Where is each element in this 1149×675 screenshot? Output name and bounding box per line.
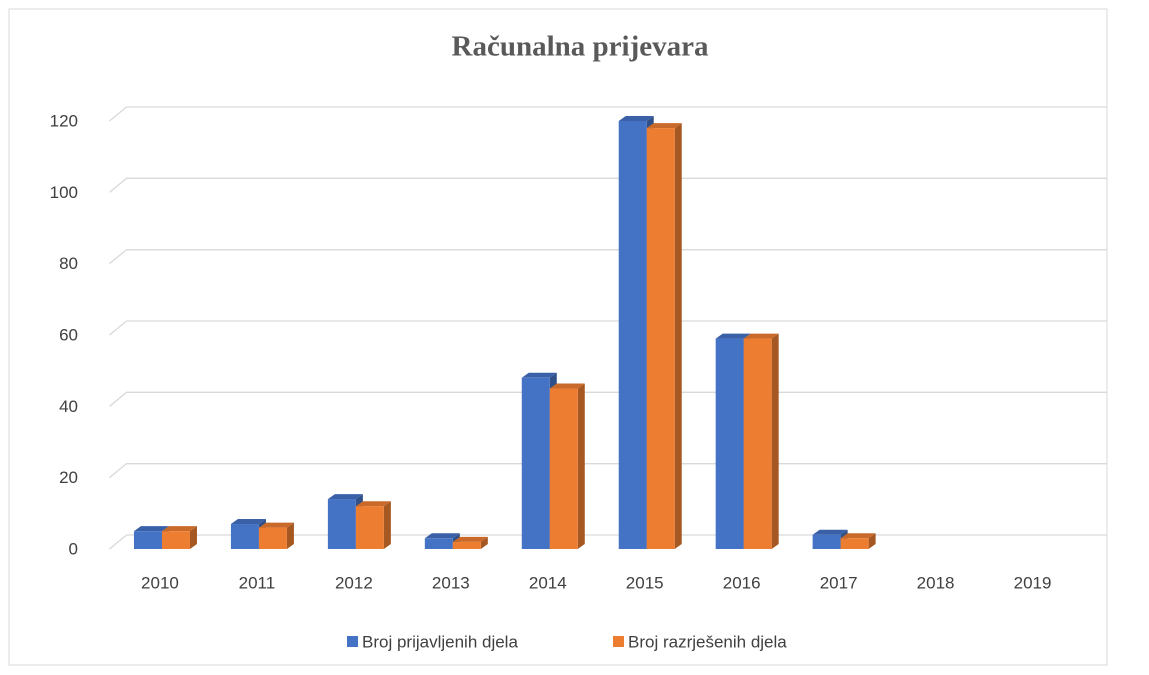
bar [258,527,287,549]
bar-top [840,533,876,539]
legend-label: Broj razrješenih djela [628,632,787,651]
chart-title: Računalna prijevara [452,31,709,63]
x-tick-label: 2017 [820,573,858,592]
bar [230,524,259,549]
x-tick-label: 2018 [917,573,955,592]
bar-top [161,526,197,532]
bar-side [189,526,197,549]
bar [743,338,772,549]
bar [161,531,190,549]
bar-top [812,529,848,535]
bar [355,506,384,549]
bar [452,541,481,549]
legend-label: Broj prijavljenih djela [362,632,518,651]
x-tick-label: 2010 [141,573,179,592]
bar-side [868,533,876,549]
grid-line [109,534,1107,550]
y-tick-label: 60 [59,325,78,344]
legend-swatch [613,636,624,647]
bar-top [521,372,557,378]
bar [618,121,647,549]
x-tick-label: 2015 [626,573,664,592]
x-tick-label: 2014 [529,573,567,592]
bar-top [743,333,779,339]
x-tick-label: 2013 [432,573,470,592]
grid-line [109,320,1107,336]
bar [646,128,675,549]
bar [840,538,869,549]
x-tick-label: 2016 [723,573,761,592]
grid-line [109,177,1107,193]
bar-top [618,116,654,121]
grid-line [109,463,1107,479]
bar-side [577,383,585,549]
bar-top [258,522,294,528]
bar [521,377,550,549]
chart-border [8,8,1108,666]
bar-top [452,536,488,542]
grid-line [109,106,1107,122]
y-tick-label: 100 [50,183,78,202]
bar-side [286,522,294,549]
y-tick-label: 20 [59,468,78,487]
bar-side [771,333,779,549]
bar-top [230,519,266,525]
bar-top [715,333,751,339]
y-tick-label: 0 [69,539,78,558]
bar [133,531,162,549]
bar-top [327,494,363,500]
x-tick-label: 2019 [1014,573,1052,592]
bar-top [355,501,391,507]
bar [327,499,356,549]
bar [424,538,453,549]
x-tick-label: 2011 [239,573,276,592]
grid-line [109,391,1107,407]
bar-side [674,123,682,549]
grid-line [109,249,1107,265]
bar-top [646,123,682,129]
x-tick-label: 2012 [335,573,373,592]
bar-top [549,383,585,389]
bar-side [383,501,391,549]
bar [549,388,578,549]
bar-top [133,526,169,532]
y-tick-label: 80 [59,254,78,273]
bar-top [424,533,460,539]
bar-side [480,536,488,549]
y-tick-label: 40 [59,397,78,416]
y-tick-label: 120 [50,111,78,130]
legend-swatch [347,636,358,647]
bar [715,338,744,549]
bar [812,534,841,549]
